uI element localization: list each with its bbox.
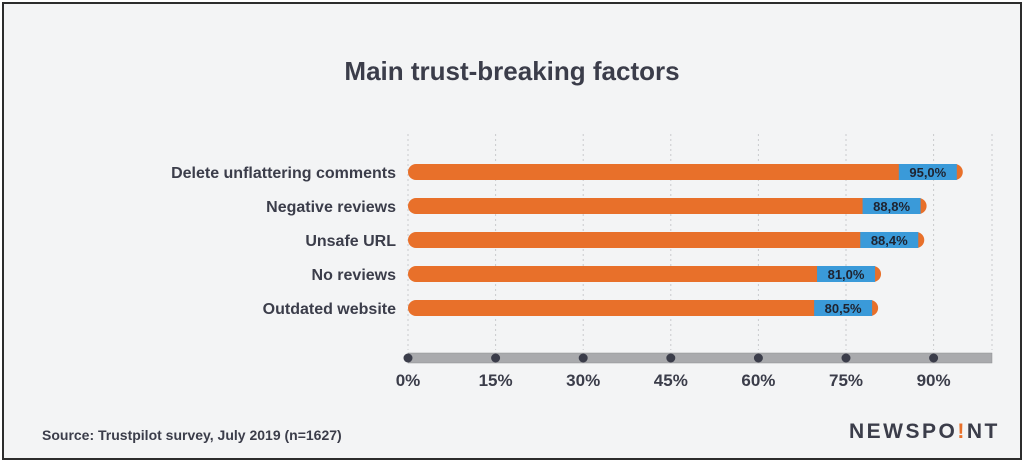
value-label-background: [860, 232, 919, 248]
x-tick-label: 90%: [917, 371, 951, 390]
logo-exclamation: !: [957, 420, 967, 443]
x-tick-label: 15%: [479, 371, 513, 390]
x-tick-label: 0%: [396, 371, 421, 390]
logo-text-start: NEWSPO: [849, 420, 958, 443]
bar: [408, 300, 879, 316]
x-tick-dot: [929, 353, 939, 363]
category-label: Delete unflattering comments: [171, 165, 396, 182]
x-tick-dot: [578, 353, 588, 363]
value-label-background: [862, 198, 921, 214]
x-tick-label: 30%: [566, 371, 600, 390]
source-note: Source: Trustpilot survey, July 2019 (n=…: [42, 427, 342, 443]
logo-text-end: NT: [966, 420, 1000, 443]
x-tick-dot: [753, 353, 763, 363]
category-label: Outdated website: [263, 301, 396, 318]
value-label-background: [814, 300, 873, 316]
bar: [408, 232, 925, 248]
bar: [408, 198, 927, 214]
x-tick-label: 75%: [829, 371, 863, 390]
x-tick-label: 60%: [741, 371, 775, 390]
value-label: 80,5%: [825, 301, 862, 316]
bar: [408, 266, 882, 282]
x-tick-dot: [491, 353, 501, 363]
category-label: Negative reviews: [266, 199, 396, 216]
x-tick-label: 45%: [654, 371, 688, 390]
chart-title: Main trust-breaking factors: [344, 56, 680, 86]
value-label: 88,8%: [873, 199, 910, 214]
value-label: 88,4%: [871, 233, 908, 248]
newspoint-logo: NEWSPO!NT: [849, 420, 1000, 444]
bar: [408, 164, 963, 180]
bar-chart: Delete unflattering comments 95,0% Negativ…: [171, 134, 993, 390]
value-label-background: [898, 164, 957, 180]
x-tick-dot: [666, 353, 676, 363]
category-label: No reviews: [312, 267, 397, 284]
value-label-background: [817, 266, 876, 282]
category-label: Unsafe URL: [305, 233, 396, 250]
x-tick-dot: [403, 353, 413, 363]
value-label: 81,0%: [828, 267, 865, 282]
x-tick-dot: [841, 353, 851, 363]
value-label: 95,0%: [909, 165, 946, 180]
